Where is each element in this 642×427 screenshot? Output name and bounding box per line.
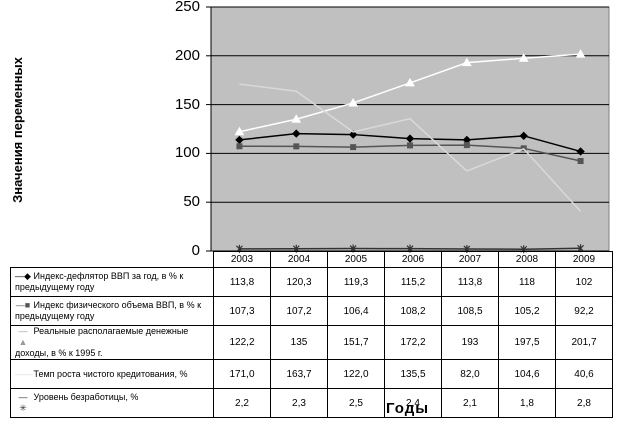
- series-line: [239, 83, 582, 212]
- data-label: 201,7: [555, 325, 613, 360]
- legend-marker-icon: —■: [15, 300, 31, 310]
- legend-marker-icon: ——: [15, 368, 33, 379]
- data-label: 172,2: [384, 325, 442, 360]
- data-label: 40,6: [555, 359, 613, 389]
- data-label: 171,0: [213, 359, 271, 389]
- table-row: —◆ Индекс-дефлятор ВВП за год, в % к пре…: [10, 267, 613, 297]
- legend-entry: —■ Индекс физического объема ВВП, в % к …: [10, 296, 214, 326]
- data-label: 2,5: [327, 388, 385, 418]
- y-tick-label: 200: [174, 46, 200, 64]
- data-point: [407, 142, 413, 149]
- y-axis-title: Значения переменных: [10, 57, 25, 203]
- data-point: [575, 49, 586, 58]
- table-header-row: 2003 2004 2005 2006 2007 2008 2009: [11, 251, 613, 268]
- x-tick-label: 2007: [441, 251, 499, 268]
- x-tick-label: 2009: [555, 251, 613, 268]
- x-tick-label: 2004: [270, 251, 328, 268]
- data-label: 197,5: [498, 325, 556, 360]
- y-tick-label: 100: [174, 144, 200, 162]
- data-label: 119,3: [327, 267, 385, 297]
- data-label: 118: [498, 267, 556, 297]
- legend-label: Уровень безработицы, %: [31, 392, 139, 402]
- data-label: 151,7: [327, 325, 385, 360]
- data-label: 2,2: [213, 388, 271, 418]
- data-label: 135,5: [384, 359, 442, 389]
- data-label: 107,3: [213, 296, 271, 326]
- legend-marker-icon: —◆: [15, 271, 31, 281]
- data-point: [577, 244, 584, 253]
- data-label: 113,8: [213, 267, 271, 297]
- legend-entry: —▲ Реальные располагаемые денежные доход…: [10, 325, 214, 360]
- data-label: 104,6: [498, 359, 556, 389]
- y-tick-label: 50: [183, 193, 200, 211]
- data-point: [234, 126, 245, 136]
- data-label: 2,8: [555, 388, 613, 418]
- legend-entry: —— Темп роста чистого кредитования, %: [10, 359, 214, 389]
- data-point: [461, 57, 472, 67]
- data-label: 115,2: [384, 267, 442, 297]
- y-tick-label: 250: [174, 0, 200, 15]
- legend-label: Индекс физического объема ВВП, в % к пре…: [15, 300, 202, 321]
- data-label: 82,0: [441, 359, 499, 389]
- data-label: 102: [555, 267, 613, 297]
- legend-marker-icon: —✳: [18, 392, 28, 413]
- data-label: 108,2: [384, 296, 442, 326]
- legend-marker-icon: —▲: [18, 326, 28, 347]
- table-row: —— Темп роста чистого кредитования, % 171…: [10, 359, 613, 389]
- data-label: 120,3: [270, 267, 328, 297]
- legend-label: Индекс-дефлятор ВВП за год, в % к предыд…: [15, 271, 184, 292]
- x-tick-label: 2006: [384, 251, 442, 268]
- data-label: 113,8: [441, 267, 499, 297]
- data-label: 1,8: [498, 388, 556, 418]
- table-row: —■ Индекс физического объема ВВП, в % к …: [10, 296, 613, 326]
- data-point: [291, 114, 302, 123]
- data-point: [405, 134, 415, 143]
- data-label: 135: [270, 325, 328, 360]
- data-point: [405, 77, 415, 87]
- legend-label: Темп роста чистого кредитования, %: [31, 368, 188, 379]
- table-row: —▲ Реальные располагаемые денежные доход…: [10, 325, 613, 360]
- x-tick-label: 2008: [498, 251, 556, 268]
- data-label: 193: [441, 325, 499, 360]
- data-label: 92,2: [555, 296, 613, 326]
- y-tick-label: 0: [191, 242, 200, 259]
- data-label: 122,2: [213, 325, 271, 360]
- data-label: 106,4: [327, 296, 385, 326]
- legend-label: Реальные располагаемые денежные доходы, …: [15, 326, 189, 358]
- table-row: —✳ Уровень безработицы, % 2,2 2,3 2,5 2,4 2,1…: [10, 388, 613, 418]
- data-label: 163,7: [270, 359, 328, 389]
- data-label: 107,2: [270, 296, 328, 326]
- data-point: [292, 129, 301, 138]
- data-label: 122,0: [327, 359, 385, 389]
- data-point: [518, 53, 529, 62]
- data-point: [519, 131, 528, 141]
- y-tick-label: 150: [174, 95, 200, 113]
- data-point: [348, 97, 359, 107]
- x-tick-label: 2003: [213, 251, 271, 268]
- data-point: [348, 130, 358, 139]
- data-point: [350, 144, 357, 151]
- data-label: 2,1: [441, 388, 499, 418]
- legend-entry: —✳ Уровень безработицы, %: [10, 388, 214, 418]
- data-point: [463, 142, 470, 149]
- data-point: [293, 143, 300, 150]
- data-table: 2003 2004 2005 2006 2007 2008 2009 —◆ Индекс-де…: [10, 251, 613, 418]
- legend-entry: —◆ Индекс-дефлятор ВВП за год, в % к пре…: [10, 267, 214, 297]
- data-label: 108,5: [441, 296, 499, 326]
- data-label: 105,2: [498, 296, 556, 326]
- data-point: [577, 158, 584, 165]
- data-label: 2,3: [270, 388, 328, 418]
- data-point: [236, 143, 243, 150]
- data-point: [576, 147, 585, 156]
- x-axis-title: Годы: [386, 400, 430, 417]
- x-tick-label: 2005: [327, 251, 385, 268]
- plot-area: [210, 6, 610, 252]
